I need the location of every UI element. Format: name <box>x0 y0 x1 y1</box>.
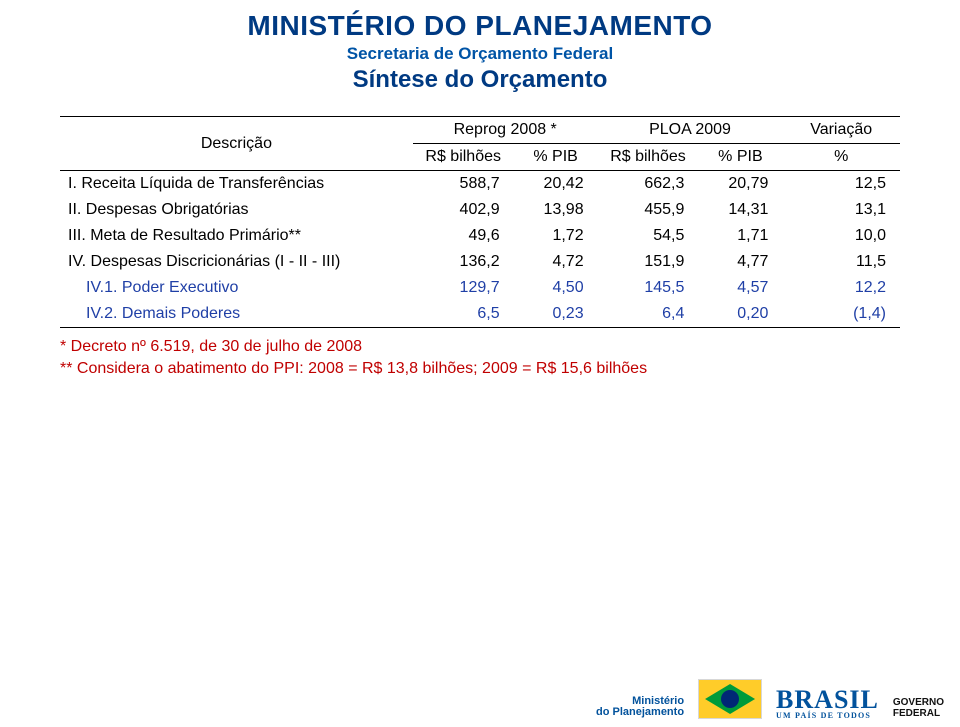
cell-value: 6,5 <box>413 301 514 328</box>
cell-value: (1,4) <box>782 301 900 328</box>
cell-value: 13,98 <box>514 197 598 223</box>
cell-value: 14,31 <box>698 197 782 223</box>
cell-value: 6,4 <box>598 301 699 328</box>
col-header-rs-2: R$ bilhões <box>598 144 699 171</box>
footer-governo-line2: FEDERAL <box>893 709 944 720</box>
col-header-pib-1: % PIB <box>514 144 598 171</box>
footer-ministry: Ministério do Planejamento <box>596 696 684 719</box>
budget-table-body: I. Receita Líquida de Transferências588,… <box>60 171 900 328</box>
cell-value: 0,20 <box>698 301 782 328</box>
cell-value: 13,1 <box>782 197 900 223</box>
footer-governo-line1: GOVERNO <box>893 698 944 709</box>
cell-value: 4,57 <box>698 275 782 301</box>
cell-value: 455,9 <box>598 197 699 223</box>
col-header-descricao: Descrição <box>60 117 413 171</box>
table-row: I. Receita Líquida de Transferências588,… <box>60 171 900 198</box>
footnote-1: * Decreto nº 6.519, de 30 de julho de 20… <box>60 336 900 358</box>
cell-value: 588,7 <box>413 171 514 198</box>
cell-value: 129,7 <box>413 275 514 301</box>
budget-table: Descrição Reprog 2008 * PLOA 2009 Variaç… <box>60 116 900 328</box>
cell-label: I. Receita Líquida de Transferências <box>60 171 413 198</box>
brazil-flag-icon <box>698 679 762 719</box>
footnotes: * Decreto nº 6.519, de 30 de julho de 20… <box>60 336 900 379</box>
budget-table-wrap: Descrição Reprog 2008 * PLOA 2009 Variaç… <box>60 116 900 328</box>
col-header-ploa: PLOA 2009 <box>598 117 783 144</box>
table-row: IV.2. Demais Poderes6,50,236,40,20(1,4) <box>60 301 900 328</box>
table-row: II. Despesas Obrigatórias402,913,98455,9… <box>60 197 900 223</box>
cell-value: 49,6 <box>413 223 514 249</box>
col-header-pib-2: % PIB <box>698 144 782 171</box>
cell-value: 1,72 <box>514 223 598 249</box>
col-header-pct: % <box>782 144 900 171</box>
page-subtitle-2: Síntese do Orçamento <box>0 66 960 94</box>
table-row: III. Meta de Resultado Primário**49,61,7… <box>60 223 900 249</box>
cell-value: 12,5 <box>782 171 900 198</box>
cell-value: 145,5 <box>598 275 699 301</box>
footnote-2: ** Considera o abatimento do PPI: 2008 =… <box>60 358 900 380</box>
col-header-variacao: Variação <box>782 117 900 144</box>
col-header-reprog: Reprog 2008 * <box>413 117 598 144</box>
table-row: IV. Despesas Discricionárias (I - II - I… <box>60 249 900 275</box>
cell-value: 10,0 <box>782 223 900 249</box>
cell-value: 4,72 <box>514 249 598 275</box>
cell-value: 4,50 <box>514 275 598 301</box>
cell-value: 151,9 <box>598 249 699 275</box>
cell-value: 11,5 <box>782 249 900 275</box>
col-header-rs-1: R$ bilhões <box>413 144 514 171</box>
cell-value: 0,23 <box>514 301 598 328</box>
footer-ministry-line2: do Planejamento <box>596 707 684 719</box>
cell-value: 662,3 <box>598 171 699 198</box>
cell-label: IV.2. Demais Poderes <box>60 301 413 328</box>
cell-value: 12,2 <box>782 275 900 301</box>
page-title: MINISTÉRIO DO PLANEJAMENTO <box>0 10 960 42</box>
cell-value: 54,5 <box>598 223 699 249</box>
footer-governo: GOVERNO FEDERAL <box>893 698 944 719</box>
cell-value: 20,42 <box>514 171 598 198</box>
footer-brasil-sub: UM PAÍS DE TODOS <box>776 712 879 719</box>
cell-label: III. Meta de Resultado Primário** <box>60 223 413 249</box>
table-row: IV.1. Poder Executivo129,74,50145,54,571… <box>60 275 900 301</box>
page-subtitle: Secretaria de Orçamento Federal <box>0 44 960 64</box>
cell-label: IV.1. Poder Executivo <box>60 275 413 301</box>
cell-value: 4,77 <box>698 249 782 275</box>
cell-value: 20,79 <box>698 171 782 198</box>
cell-value: 1,71 <box>698 223 782 249</box>
cell-value: 136,2 <box>413 249 514 275</box>
footer-brasil-logo: BRASIL UM PAÍS DE TODOS <box>776 688 879 719</box>
footer: Ministério do Planejamento BRASIL UM PAÍ… <box>596 679 944 719</box>
cell-label: II. Despesas Obrigatórias <box>60 197 413 223</box>
cell-label: IV. Despesas Discricionárias (I - II - I… <box>60 249 413 275</box>
cell-value: 402,9 <box>413 197 514 223</box>
